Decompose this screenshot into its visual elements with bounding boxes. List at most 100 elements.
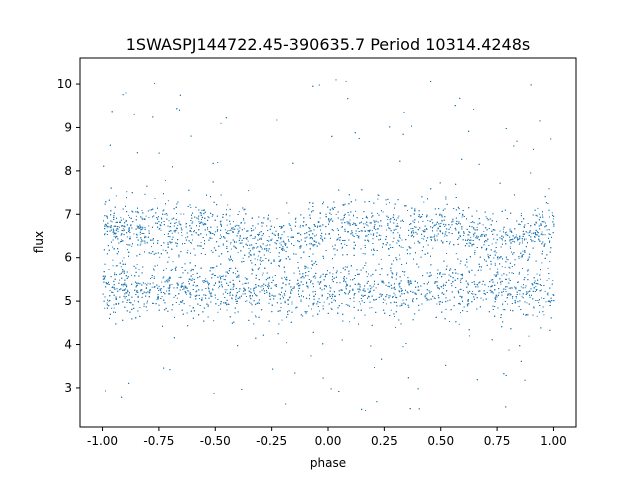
data-point — [129, 216, 130, 218]
data-point — [122, 260, 123, 262]
data-point — [217, 162, 219, 163]
data-point — [248, 190, 250, 192]
data-point — [369, 307, 371, 309]
data-point — [527, 291, 529, 293]
data-point — [436, 277, 438, 279]
data-point — [269, 220, 271, 222]
data-point — [471, 292, 473, 294]
data-point — [153, 302, 155, 304]
data-point — [151, 286, 153, 288]
data-point — [457, 273, 459, 275]
data-point — [213, 320, 215, 322]
data-point — [196, 217, 198, 219]
data-point — [131, 245, 133, 247]
data-point — [227, 230, 229, 232]
data-point — [249, 235, 251, 237]
data-point — [232, 287, 234, 289]
data-point — [323, 301, 325, 303]
data-point — [113, 307, 115, 309]
data-point — [541, 262, 543, 264]
data-point — [338, 237, 340, 239]
data-point — [281, 241, 283, 243]
data-point — [126, 191, 128, 193]
data-point — [210, 250, 212, 252]
data-point — [218, 287, 220, 289]
data-point — [148, 225, 150, 227]
data-point — [353, 215, 354, 217]
data-point — [538, 302, 540, 304]
data-point — [156, 299, 158, 301]
data-point — [377, 212, 378, 214]
data-point — [269, 294, 271, 296]
data-point — [186, 293, 187, 295]
data-point — [151, 277, 153, 278]
data-point — [548, 278, 550, 280]
data-point — [540, 289, 542, 291]
data-point — [126, 243, 128, 245]
data-point — [403, 271, 405, 273]
data-point — [387, 219, 389, 220]
data-point — [139, 233, 141, 235]
data-point — [247, 237, 248, 239]
data-point — [483, 230, 485, 232]
data-point — [531, 232, 533, 234]
data-point — [282, 295, 284, 297]
data-point — [295, 217, 297, 219]
data-point — [459, 263, 461, 265]
data-point — [500, 283, 502, 285]
data-point — [527, 274, 529, 276]
data-point — [262, 272, 264, 274]
data-point — [459, 289, 461, 290]
data-point — [541, 297, 543, 299]
data-point — [232, 221, 234, 223]
data-point — [503, 228, 504, 230]
data-point — [122, 289, 123, 291]
data-point — [353, 300, 355, 302]
data-point — [538, 213, 540, 215]
data-point — [286, 342, 288, 344]
data-point — [507, 303, 509, 305]
data-point — [455, 253, 457, 255]
data-point — [547, 267, 549, 269]
data-point — [444, 235, 446, 237]
data-point — [157, 264, 158, 266]
data-point — [462, 289, 464, 291]
data-point — [382, 211, 384, 213]
data-point — [367, 225, 369, 227]
data-point — [135, 215, 137, 217]
data-point — [136, 264, 138, 266]
data-point — [218, 280, 220, 282]
data-point — [518, 289, 520, 291]
data-point — [178, 277, 180, 278]
data-point — [499, 230, 501, 232]
data-point — [139, 244, 141, 246]
data-point — [341, 247, 343, 249]
data-point — [147, 282, 149, 284]
data-point — [124, 288, 126, 290]
data-point — [120, 266, 122, 268]
data-point — [126, 236, 128, 238]
data-point — [160, 229, 162, 231]
data-point — [276, 119, 278, 121]
data-point — [432, 247, 434, 249]
data-point — [112, 286, 114, 288]
data-point — [178, 222, 180, 224]
data-point — [355, 233, 357, 235]
data-point — [287, 236, 289, 238]
data-point — [490, 292, 492, 294]
data-point — [220, 122, 222, 124]
data-point — [342, 218, 344, 220]
data-point — [130, 224, 132, 226]
data-point — [373, 285, 375, 287]
data-point — [160, 288, 162, 289]
data-point — [226, 309, 228, 311]
data-point — [115, 235, 117, 237]
data-point — [188, 280, 189, 282]
data-point — [458, 323, 460, 325]
data-point — [167, 200, 169, 202]
data-point — [362, 223, 364, 225]
data-point — [358, 282, 360, 284]
data-point — [506, 258, 508, 260]
data-point — [141, 218, 143, 220]
